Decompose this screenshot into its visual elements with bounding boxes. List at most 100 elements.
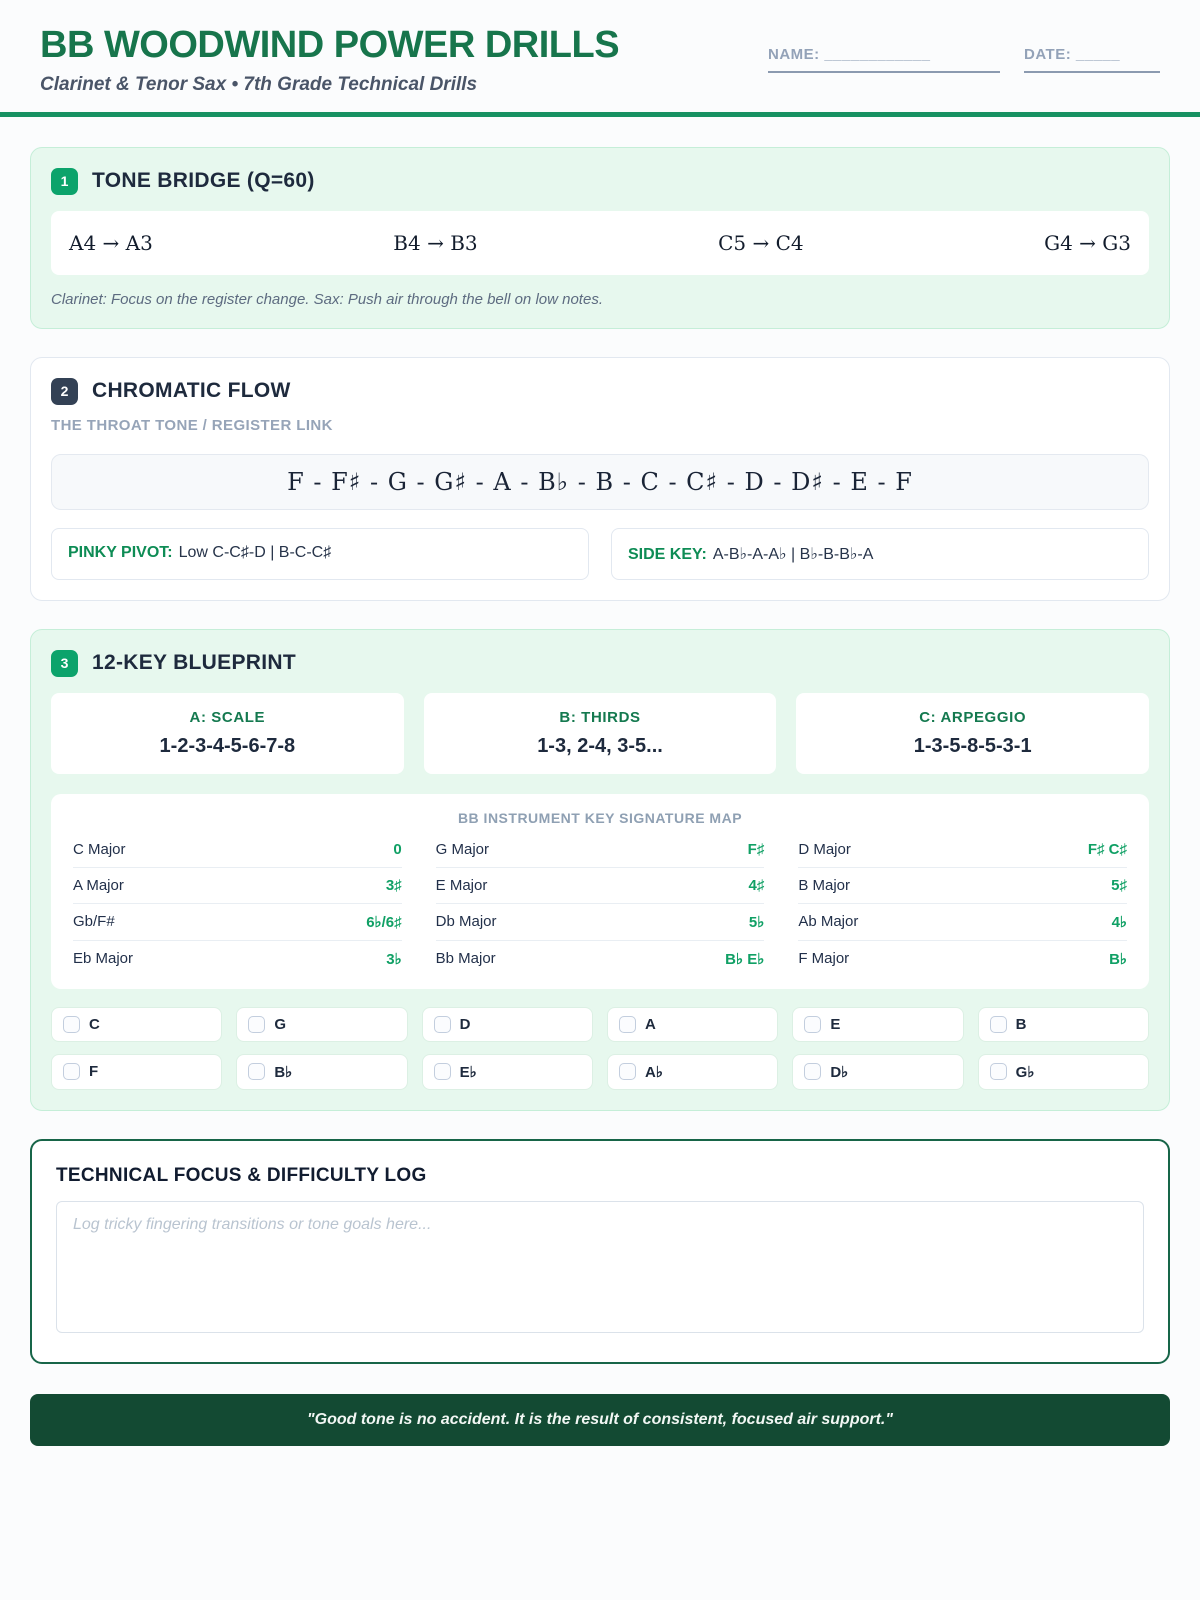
key-name: Gb/F# [73, 913, 115, 931]
tip-value: A-B♭-A-A♭ | B♭-B-B♭-A [712, 545, 874, 563]
header-divider [0, 111, 1200, 117]
footer-quote-text: "Good tone is no accident. It is the res… [307, 1410, 893, 1428]
section-chromatic-flow: 2 CHROMATIC FLOW THE THROAT TONE / REGIS… [30, 356, 1170, 601]
key-checkbox[interactable] [248, 1015, 266, 1033]
key-checkbox[interactable] [804, 1015, 822, 1033]
name-blank: NAME: ____________ [768, 46, 1000, 73]
section-12-key-blueprint: 3 12-KEY BLUEPRINT A: SCALE 1-2-3-4-5-6-… [30, 628, 1170, 1111]
key-name: G Major [435, 840, 489, 858]
pattern-value: 1-3, 2-4, 3-5... [537, 734, 663, 757]
key-checkbox[interactable] [618, 1015, 636, 1033]
pattern-value: 1-3-5-8-5-3-1 [913, 734, 1032, 757]
key-signature-map-title: BB INSTRUMENT KEY SIGNATURE MAP [457, 809, 743, 826]
key-map-row: F Major B♭ [798, 941, 1127, 977]
chromatic-scale-box: F - F♯ - G - G♯ - A - B♭ - B - C - C♯ - … [51, 453, 1149, 510]
key-check-label: G♭ [1015, 1063, 1035, 1081]
tip-label: SIDE KEY: [628, 545, 707, 563]
key-checkbox[interactable] [433, 1015, 451, 1033]
key-name: C Major [73, 840, 126, 858]
key-checkbox[interactable] [63, 1063, 80, 1081]
key-check-item[interactable]: A [606, 1006, 779, 1042]
key-map-row: Db Major 5♭ [435, 904, 765, 941]
section-technical-focus-log: TECHNICAL FOCUS & DIFFICULTY LOG [30, 1138, 1170, 1364]
key-checklist: C G D A E B F B♭ E♭ A♭ D♭ G♭ [51, 1006, 1149, 1090]
section3-title: 12-KEY BLUEPRINT [92, 651, 296, 675]
drill-item: C5 → C4 [718, 230, 804, 255]
key-check-item[interactable]: E [792, 1006, 964, 1042]
key-checkbox[interactable] [248, 1063, 266, 1081]
section-tone-bridge: 1 TONE BRIDGE (Q=60) A4 → A3 B4 → B3 C5 … [30, 146, 1170, 329]
pinky-pivot-tip: PINKY PIVOT: Low C-C♯-D | B-C-C♯ [51, 527, 589, 580]
key-signature: 3♯ [385, 876, 402, 894]
page-subtitle: Clarinet & Tenor Sax • 7th Grade Technic… [40, 73, 478, 95]
tip-value: Low C-C♯-D | B-C-C♯ [178, 543, 332, 561]
key-check-item[interactable]: F [51, 1053, 223, 1090]
section3-header: 3 12-KEY BLUEPRINT [51, 649, 1149, 677]
key-check-item[interactable]: D [421, 1006, 593, 1042]
chromatic-scale-text: F - F♯ - G - G♯ - A - B♭ - B - C - C♯ - … [287, 467, 913, 496]
key-name: A Major [73, 876, 124, 894]
key-name: B Major [798, 876, 851, 894]
key-map-row: Ab Major 4♭ [798, 904, 1127, 941]
pattern-card-thirds: B: THIRDS 1-3, 2-4, 3-5... [423, 692, 777, 774]
log-title: TECHNICAL FOCUS & DIFFICULTY LOG [56, 1164, 427, 1186]
key-check-label: D [459, 1015, 471, 1033]
key-check-item[interactable]: C [51, 1006, 223, 1042]
key-map-row: G Major F♯ [435, 832, 765, 868]
key-map-row: B Major 5♯ [798, 868, 1127, 904]
pattern-label: B: THIRDS [559, 708, 641, 726]
pattern-value: 1-2-3-4-5-6-7-8 [159, 734, 296, 757]
drill-item: A4 → A3 [69, 230, 153, 255]
key-name: Ab Major [798, 913, 859, 931]
page-title: BB WOODWIND POWER DRILLS [40, 24, 620, 66]
key-checkbox[interactable] [989, 1063, 1007, 1081]
key-checkbox[interactable] [63, 1015, 80, 1033]
key-check-label: E [830, 1015, 841, 1033]
key-name: Eb Major [73, 950, 134, 968]
key-check-item[interactable]: D♭ [792, 1053, 964, 1090]
key-checkbox[interactable] [989, 1015, 1007, 1033]
key-signature: B♭ [1109, 950, 1127, 968]
key-signature: 4♭ [1111, 913, 1127, 931]
key-map-row: C Major 0 [73, 832, 402, 868]
main-content: 1 TONE BRIDGE (Q=60) A4 → A3 B4 → B3 C5 … [0, 117, 1200, 1446]
section2-subtitle: THE THROAT TONE / REGISTER LINK [51, 416, 333, 434]
key-signature: 4♯ [748, 876, 765, 894]
key-checkbox[interactable] [804, 1063, 822, 1081]
key-signature: 6♭/6♯ [366, 913, 402, 931]
key-signature-grid: C Major 0 G Major F♯ D Major F♯ C♯ A Major 3… [73, 832, 1127, 977]
footer-quote-bar: "Good tone is no accident. It is the res… [30, 1393, 1170, 1446]
section2-header: 2 CHROMATIC FLOW [51, 377, 1149, 405]
key-check-item[interactable]: G [236, 1006, 408, 1042]
key-checkbox[interactable] [618, 1063, 636, 1081]
key-signature: F♯ [747, 840, 765, 858]
key-check-label: C [89, 1015, 100, 1033]
key-check-label: G [274, 1015, 286, 1033]
key-check-label: A [644, 1015, 656, 1033]
key-checkbox[interactable] [433, 1063, 451, 1081]
key-name: Db Major [435, 913, 497, 931]
key-check-item[interactable]: G♭ [977, 1053, 1149, 1090]
log-textarea[interactable] [56, 1200, 1144, 1333]
header-left: BB WOODWIND POWER DRILLS Clarinet & Teno… [40, 24, 620, 96]
key-name: D Major [798, 840, 851, 858]
key-check-item[interactable]: B♭ [236, 1053, 408, 1090]
key-signature: F♯ C♯ [1087, 840, 1127, 858]
tip-row: PINKY PIVOT: Low C-C♯-D | B-C-C♯ SIDE KEY… [51, 527, 1149, 580]
header: BB WOODWIND POWER DRILLS Clarinet & Teno… [0, 0, 1200, 96]
key-check-label: D♭ [830, 1063, 849, 1081]
key-name: E Major [435, 876, 488, 894]
key-check-item[interactable]: E♭ [421, 1053, 593, 1090]
key-map-row: D Major F♯ C♯ [798, 832, 1127, 868]
key-check-label: E♭ [459, 1063, 477, 1081]
drill-item: G4 → G3 [1044, 230, 1131, 255]
section1-number-badge: 1 [51, 167, 78, 195]
section3-number-badge: 3 [51, 649, 78, 677]
header-fields: NAME: ____________ DATE: _____ [768, 24, 1160, 73]
key-check-item[interactable]: A♭ [606, 1053, 779, 1090]
key-check-item[interactable]: B [977, 1006, 1149, 1042]
section2-number-badge: 2 [51, 377, 78, 405]
section1-note: Clarinet: Focus on the register change. … [51, 290, 603, 308]
section1-title: TONE BRIDGE (Q=60) [92, 169, 315, 193]
